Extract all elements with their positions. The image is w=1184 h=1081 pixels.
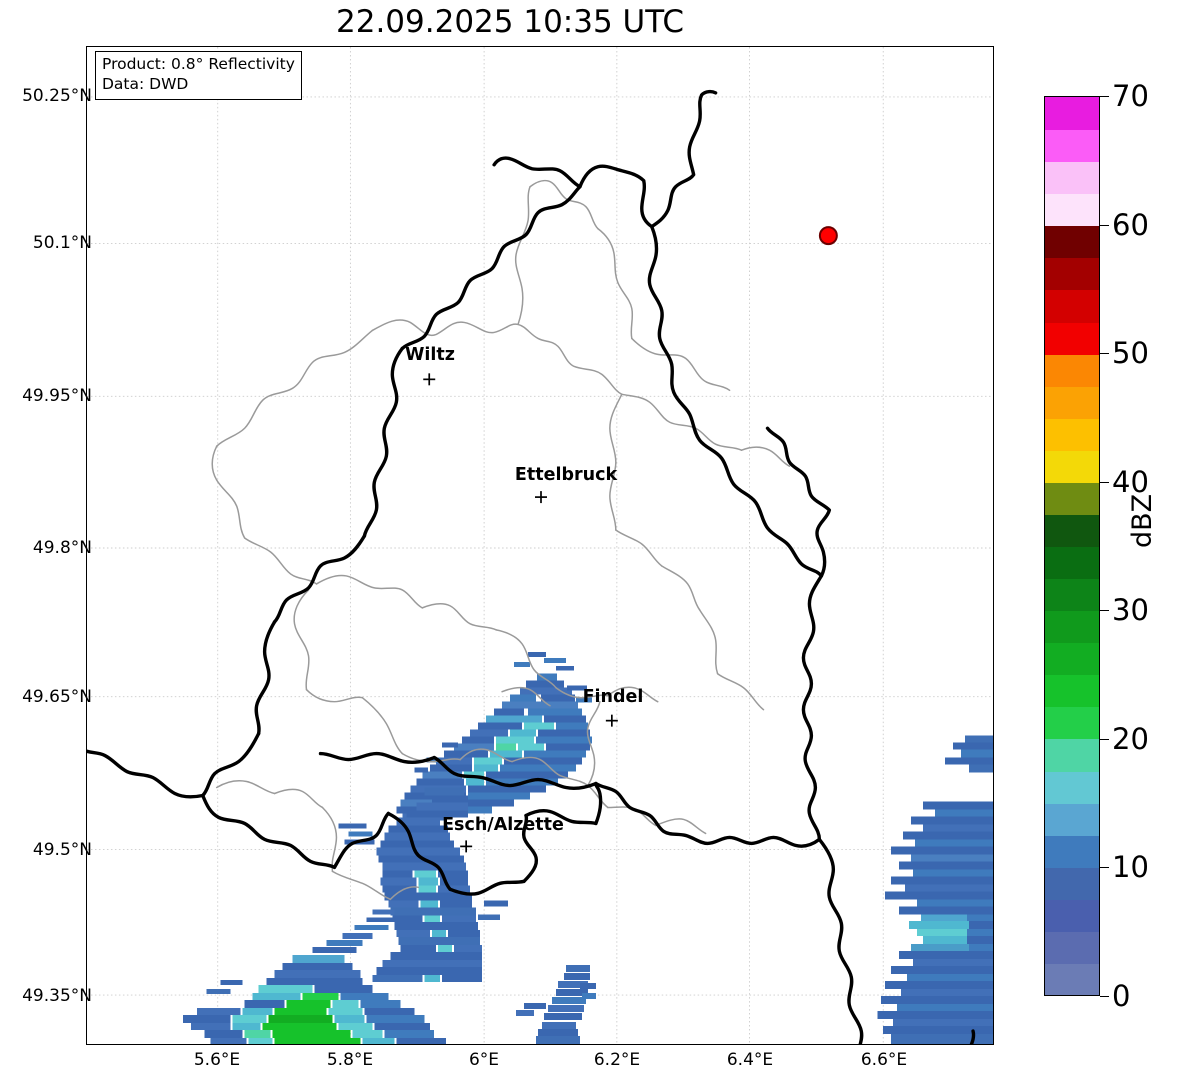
map-gridlines <box>87 47 993 1044</box>
colorbar-tick-40 <box>1100 482 1109 483</box>
map-canvas <box>87 47 993 1044</box>
ytick-label-2: 49.95°N <box>22 386 92 406</box>
colorbar-tick-30 <box>1100 610 1109 611</box>
colorbar-band-67.5-70 <box>1045 97 1099 131</box>
colorbar-tick-50 <box>1100 353 1109 354</box>
colorbar-band-27.5-30 <box>1045 610 1099 644</box>
ytick-label-4: 49.65°N <box>22 687 92 707</box>
radar-echo-findel <box>396 651 592 828</box>
city-marker-findel <box>605 714 618 727</box>
xtick-label-3: 6.2°E <box>593 1050 641 1070</box>
ytick-label-5: 49.5°N <box>32 840 92 860</box>
radar-station-marker[interactable] <box>818 226 838 246</box>
colorbar-band-47.5-50 <box>1045 353 1099 387</box>
colorbar-tick-70 <box>1100 96 1109 97</box>
colorbar-band-30-32.5 <box>1045 578 1099 612</box>
colorbar-ticklabel-50: 50 <box>1112 336 1149 370</box>
colorbar-axis-label: dBZ <box>1127 493 1158 548</box>
colorbar-ticklabel-70: 70 <box>1112 79 1149 113</box>
ytick-label-3: 49.8°N <box>32 538 92 558</box>
city-label-findel: Findel <box>582 687 644 707</box>
city-label-ettelbruck: Ettelbruck <box>514 465 618 485</box>
colorbar-band-7.5-10 <box>1045 866 1099 900</box>
city-marker-wiltz <box>423 373 436 386</box>
colorbar-band-15-17.5 <box>1045 770 1099 804</box>
colorbar-band-37.5-40 <box>1045 481 1099 515</box>
xtick-label-5: 6.6°E <box>860 1050 908 1070</box>
colorbar-ticklabel-60: 60 <box>1112 208 1149 242</box>
colorbar-band-55-57.5 <box>1045 257 1099 291</box>
colorbar-band-32.5-35 <box>1045 546 1099 580</box>
city-label-wiltz: Wiltz <box>405 345 455 365</box>
xtick-label-1: 5.8°E <box>326 1050 374 1070</box>
colorbar-band-60-62.5 <box>1045 193 1099 227</box>
colorbar-band-0-2.5 <box>1045 962 1099 995</box>
product-info-box: Product: 0.8° Reflectivity Data: DWD <box>95 51 302 100</box>
country-borders <box>87 89 976 1044</box>
colorbar-band-20-22.5 <box>1045 706 1099 740</box>
ytick-label-1: 50.1°N <box>32 233 92 253</box>
colorbar-band-52.5-55 <box>1045 289 1099 323</box>
product-info-line-data: Data: DWD <box>102 74 189 93</box>
ytick-label-6: 49.35°N <box>22 986 92 1006</box>
colorbar-band-12.5-15 <box>1045 802 1099 836</box>
xtick-label-0: 5.6°E <box>193 1050 241 1070</box>
page-title: 22.09.2025 10:35 UTC <box>336 4 684 40</box>
city-label-esch: Esch/Alzette <box>442 815 564 835</box>
colorbar-band-17.5-20 <box>1045 738 1099 772</box>
colorbar-ticklabel-30: 30 <box>1112 593 1149 627</box>
xtick-label-2: 6°E <box>468 1050 500 1070</box>
colorbar-band-65-67.5 <box>1045 129 1099 163</box>
colorbar-ticklabel-10: 10 <box>1112 850 1149 884</box>
colorbar-band-40-42.5 <box>1045 449 1099 483</box>
colorbar-band-50-52.5 <box>1045 321 1099 355</box>
radar-echo-east <box>877 735 993 1044</box>
colorbar-band-35-37.5 <box>1045 513 1099 548</box>
colorbar-band-62.5-65 <box>1045 161 1099 195</box>
colorbar-ticklabel-40: 40 <box>1112 465 1149 499</box>
radar-echo-southwest <box>182 909 447 1044</box>
colorbar-band-57.5-60 <box>1045 225 1099 259</box>
colorbar-ticklabel-0: 0 <box>1112 979 1131 1013</box>
ytick-label-0: 50.25°N <box>22 86 92 106</box>
colorbar-band-5-7.5 <box>1045 898 1099 932</box>
colorbar-tick-20 <box>1100 739 1109 740</box>
product-info-line-product: Product: 0.8° Reflectivity <box>102 55 295 73</box>
colorbar-tick-60 <box>1100 225 1109 226</box>
colorbar-band-42.5-45 <box>1045 417 1099 451</box>
colorbar-band-2.5-5 <box>1045 930 1099 964</box>
colorbar-tick-0 <box>1100 996 1109 997</box>
colorbar-band-45-47.5 <box>1045 385 1099 419</box>
colorbar-tick-10 <box>1100 867 1109 868</box>
colorbar-ticklabel-20: 20 <box>1112 722 1149 756</box>
city-marker-esch <box>460 840 473 853</box>
xtick-label-4: 6.4°E <box>726 1050 774 1070</box>
city-marker-ettelbruck <box>535 491 547 504</box>
colorbar[interactable] <box>1044 96 1100 996</box>
radar-echo-south-cell <box>516 965 596 1044</box>
colorbar-band-22.5-25 <box>1045 674 1099 708</box>
colorbar-band-25-27.5 <box>1045 642 1099 676</box>
colorbar-band-10-12.5 <box>1045 834 1099 868</box>
map-plot-area[interactable]: Wiltz Ettelbruck Findel Esch/Alzette Pro… <box>86 46 994 1045</box>
city-markers <box>423 373 618 853</box>
